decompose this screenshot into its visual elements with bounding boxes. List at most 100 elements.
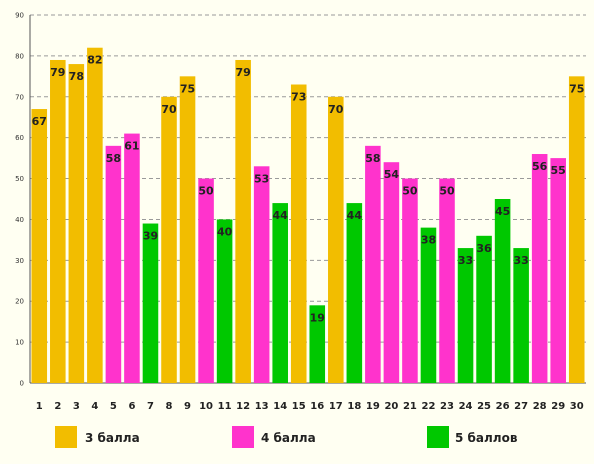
x-tick-label-3: 3 [73,401,80,412]
x-tick-label-25: 25 [477,401,491,412]
bar-18 [346,203,363,383]
x-tick-label-30: 30 [570,401,584,412]
data-label-3: 78 [69,70,84,83]
y-tick-label-20: 20 [15,298,24,306]
legend-swatch-4 [232,426,254,448]
data-label-4: 82 [87,54,102,67]
data-label-8: 70 [161,103,177,116]
x-tick-label-8: 8 [166,401,173,412]
data-label-9: 75 [180,82,195,95]
data-label-21: 50 [402,185,418,198]
bar-13 [253,166,270,383]
x-tick-label-9: 9 [184,401,191,412]
bar-1 [31,109,48,383]
x-tick-label-7: 7 [147,401,154,412]
bar-2 [50,59,66,383]
bar-14 [272,203,288,383]
x-tick-label-16: 16 [310,401,324,412]
x-tick-label-24: 24 [459,401,473,412]
bars [31,47,585,384]
bar-26 [494,199,511,383]
data-label-22: 38 [421,234,436,247]
data-label-17: 70 [328,103,344,116]
axes [29,15,586,384]
bar-22 [420,227,437,383]
x-tick-label-29: 29 [551,401,565,412]
legend-swatch-5 [427,426,449,448]
x-tick-label-28: 28 [533,401,547,412]
data-label-19: 58 [365,152,380,165]
bar-5 [105,145,122,383]
x-tick-label-5: 5 [110,401,117,412]
bar-29 [550,158,566,383]
data-label-7: 39 [143,230,158,243]
legend-label-4: 4 балла [261,431,316,445]
bar-19 [365,145,381,383]
bar-16 [309,305,326,383]
data-label-24: 33 [458,254,473,267]
x-tick-label-1: 1 [36,401,43,412]
bar-30 [568,76,585,383]
x-tick-label-4: 4 [91,401,98,412]
bar-23 [439,178,455,383]
data-label-11: 40 [217,225,233,238]
data-label-16: 19 [310,311,325,324]
legend-label-5: 5 баллов [455,431,518,445]
x-tick-label-21: 21 [403,401,417,412]
bar-10 [198,178,214,383]
data-label-30: 75 [569,82,584,95]
x-tick-label-2: 2 [54,401,61,412]
data-label-6: 61 [124,140,139,153]
data-label-15: 73 [291,91,306,104]
bar-15 [290,84,307,383]
x-tick-label-11: 11 [218,401,232,412]
data-label-10: 50 [198,185,214,198]
x-tick-label-14: 14 [273,401,287,412]
y-tick-label-90: 90 [15,12,24,20]
bar-25 [476,235,492,383]
bar-17 [328,96,344,383]
x-tick-labels: 1 2 3 4 5 6 7 8 9 10 11 12 13 14 15 16 17 18 19 20 21 22 23 24 2… [36,401,584,412]
x-tick-label-13: 13 [255,401,269,412]
data-label-18: 44 [347,209,363,222]
legend-swatch-3 [55,426,77,448]
data-label-5: 58 [106,152,121,165]
bar-28 [531,154,548,383]
y-tick-label-70: 70 [15,93,24,101]
x-tick-label-15: 15 [292,401,306,412]
data-label-14: 44 [273,209,289,222]
bar-6 [124,133,140,383]
x-tick-label-12: 12 [236,401,250,412]
y-tick-label-80: 80 [15,52,24,60]
x-tick-label-19: 19 [366,401,380,412]
y-tick-label-30: 30 [15,257,24,265]
x-tick-label-27: 27 [514,401,528,412]
bar-4 [87,47,103,384]
x-tick-label-20: 20 [384,401,398,412]
y-tick-label-10: 10 [15,339,24,347]
x-tick-label-22: 22 [422,401,436,412]
x-tick-label-23: 23 [440,401,454,412]
y-tick-label-50: 50 [15,175,24,183]
legend-label-3: 3 балла [85,431,140,445]
bar-8 [161,96,177,383]
y-tick-labels: 0 10 20 30 40 50 60 70 80 90 [15,12,24,388]
y-tick-label-40: 40 [15,216,24,224]
bar-12 [235,59,251,383]
bar-11 [216,219,233,383]
data-label-13: 53 [254,172,269,185]
legend: 3 балла 4 балла 5 баллов [55,426,518,448]
data-label-28: 56 [532,160,548,173]
bar-7 [142,223,159,383]
x-tick-label-26: 26 [496,401,510,412]
data-label-1: 67 [32,115,47,128]
data-label-27: 33 [513,254,528,267]
data-label-23: 50 [439,185,455,198]
y-tick-label-60: 60 [15,134,24,142]
data-label-29: 55 [551,164,566,177]
data-label-12: 79 [235,66,250,79]
data-label-26: 45 [495,205,510,218]
bar-9 [179,76,196,383]
